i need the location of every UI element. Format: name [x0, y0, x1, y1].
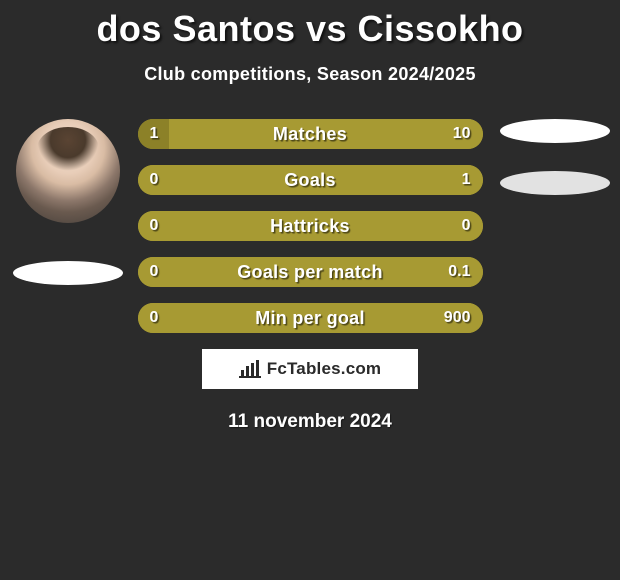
- right-team-pill-2: [500, 171, 610, 195]
- stat-row: 00Hattricks: [138, 211, 483, 241]
- brand-badge: FcTables.com: [202, 349, 418, 389]
- content-area: 110Matches 01Goals 00Hattricks 00.1Goals pe…: [0, 119, 620, 433]
- date-text: 11 november 2024: [0, 411, 620, 433]
- stat-row: 0900Min per goal: [138, 303, 483, 333]
- page-subtitle: Club competitions, Season 2024/2025: [0, 64, 620, 85]
- stat-row: 110Matches: [138, 119, 483, 149]
- bar-chart-icon: [239, 360, 261, 378]
- left-team-pill: [13, 261, 123, 285]
- stat-label: Goals: [138, 165, 483, 195]
- right-player-column: [500, 119, 610, 195]
- stat-row: 01Goals: [138, 165, 483, 195]
- left-player-avatar: [16, 119, 120, 223]
- stat-label: Hattricks: [138, 211, 483, 241]
- comparison-card: dos Santos vs Cissokho Club competitions…: [0, 0, 620, 433]
- right-team-pill-1: [500, 119, 610, 143]
- stat-row: 00.1Goals per match: [138, 257, 483, 287]
- stat-label: Matches: [138, 119, 483, 149]
- brand-text: FcTables.com: [267, 359, 382, 379]
- stat-bars: 110Matches 01Goals 00Hattricks 00.1Goals pe…: [138, 119, 483, 333]
- stat-label: Goals per match: [138, 257, 483, 287]
- left-player-column: [8, 119, 128, 285]
- stat-label: Min per goal: [138, 303, 483, 333]
- page-title: dos Santos vs Cissokho: [0, 0, 620, 50]
